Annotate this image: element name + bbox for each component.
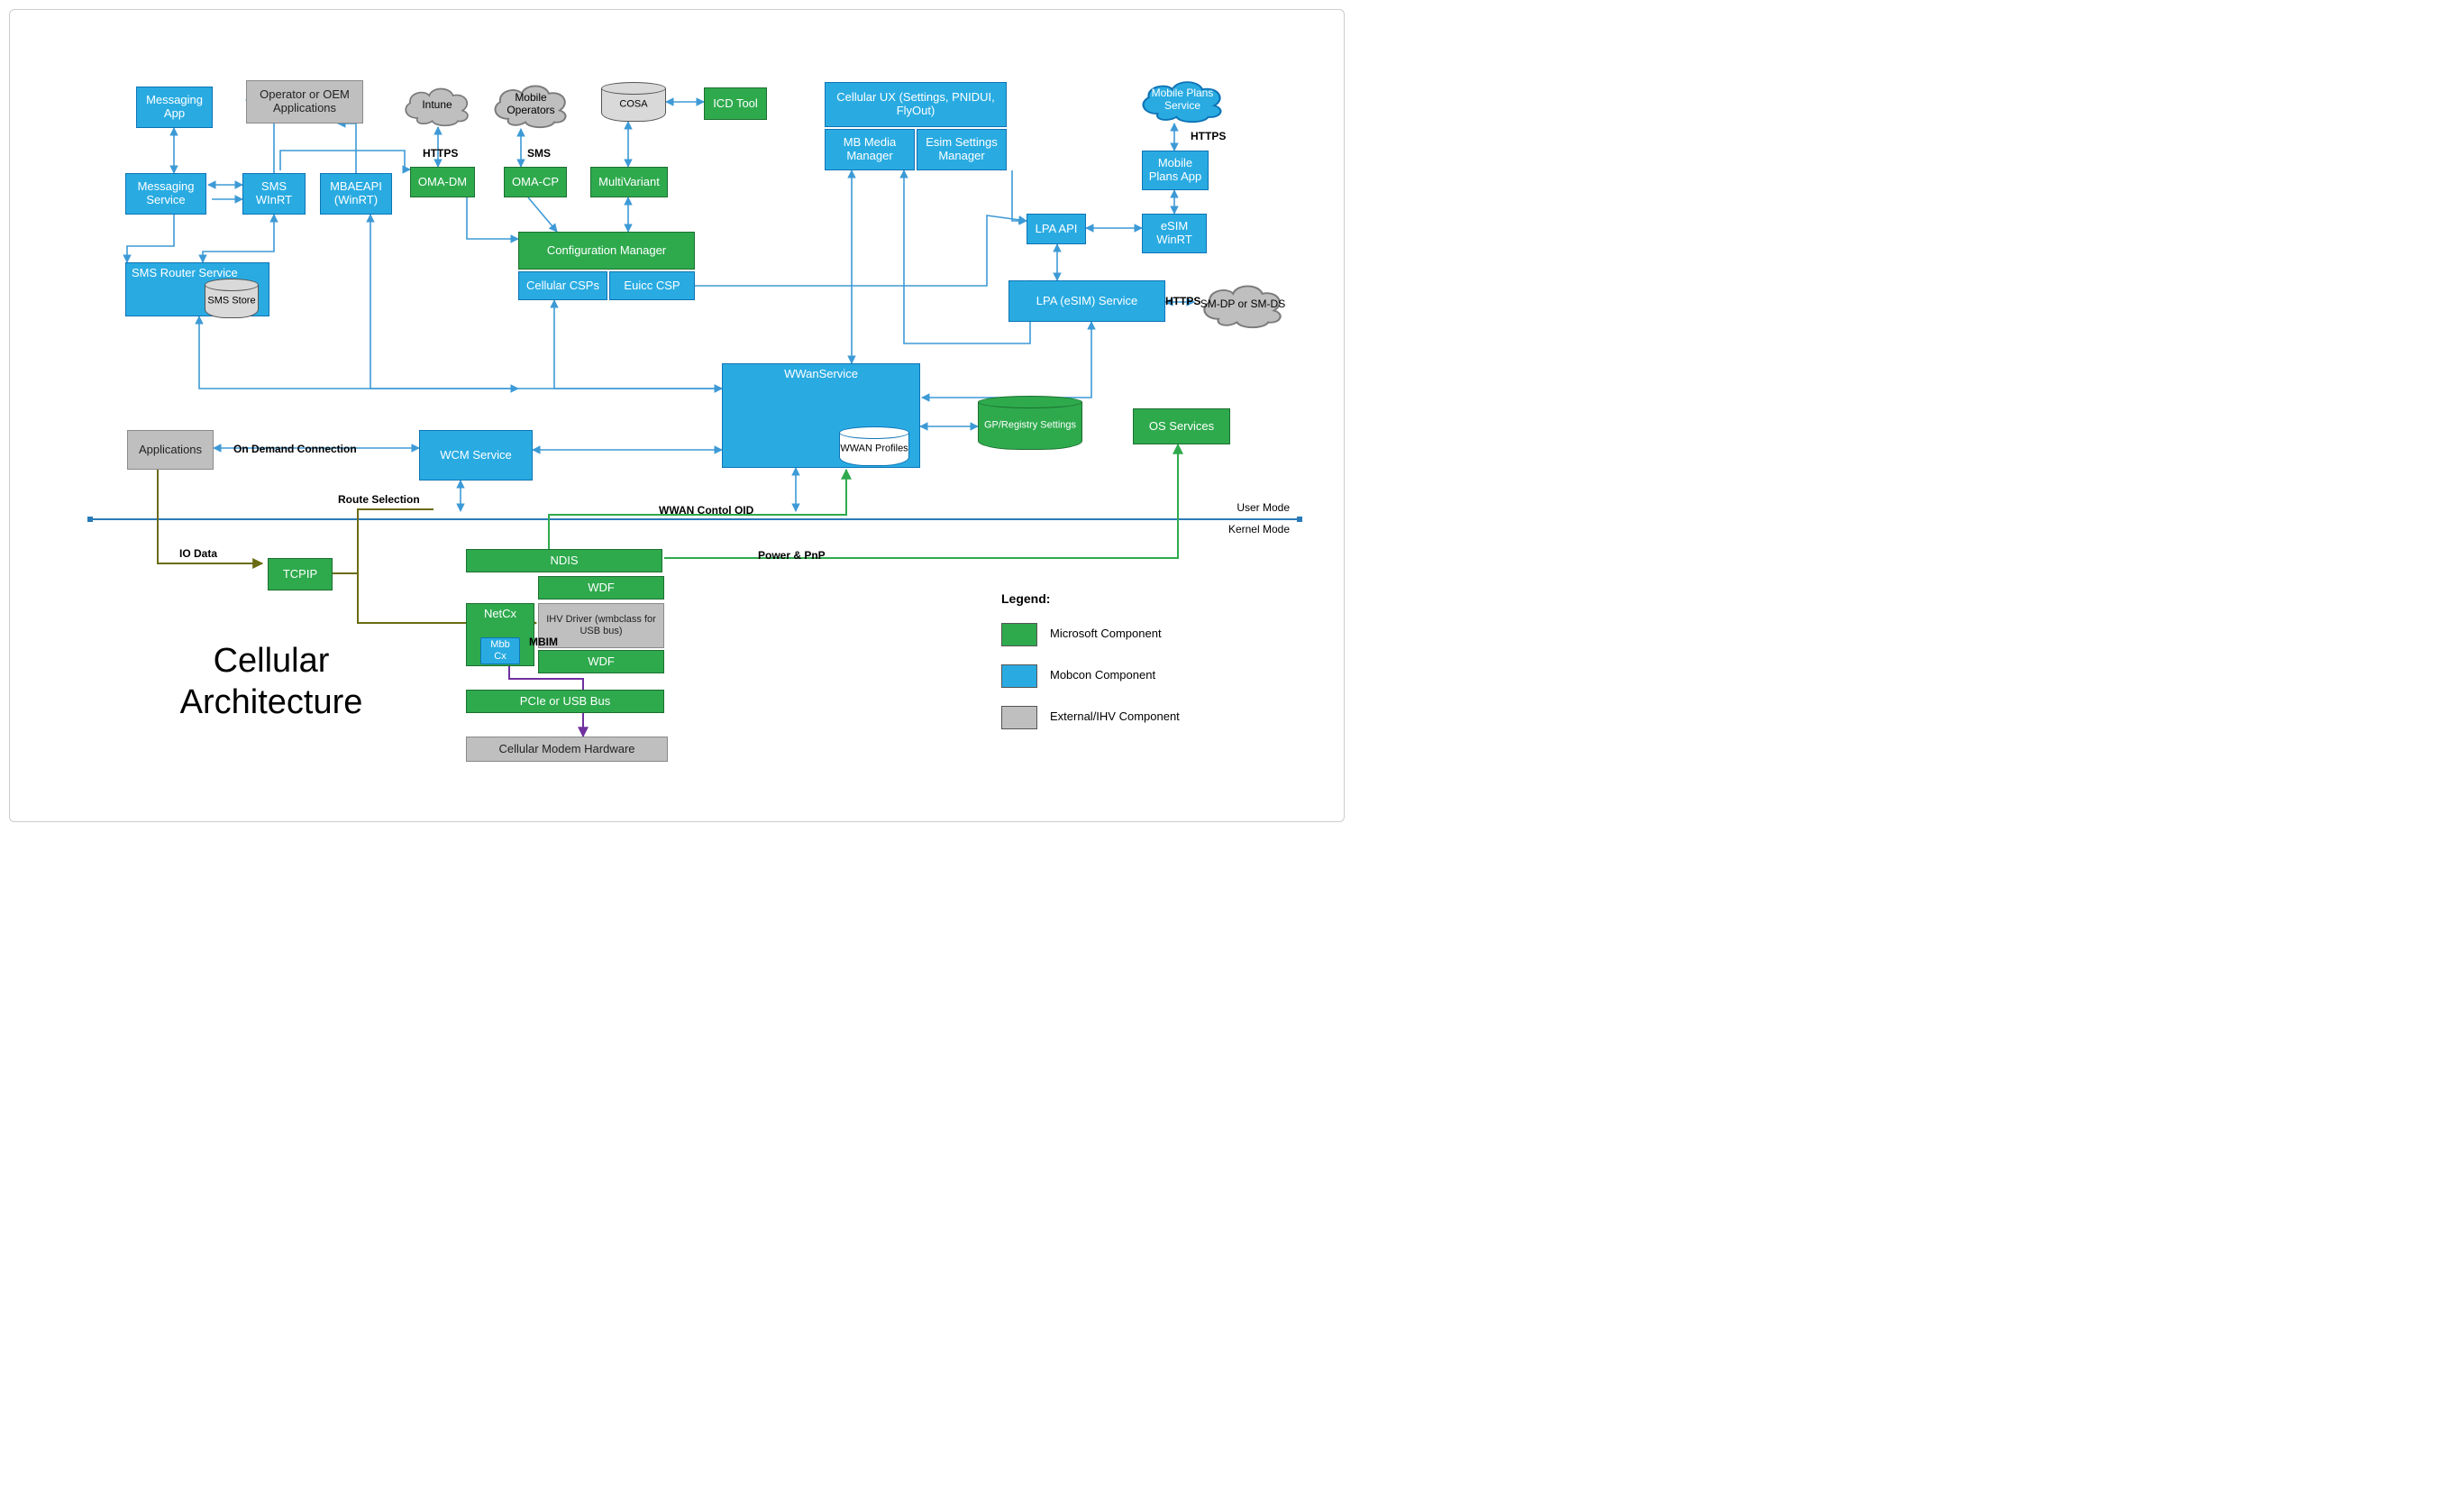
tcpip: TCPIP [268, 558, 333, 590]
mobile_plans_svc: Mobile Plans Service [1133, 75, 1232, 124]
smdp: SM-DP or SM-DS [1194, 279, 1291, 329]
diagram-title-text: CellularArchitecture [180, 642, 363, 721]
legend-swatch-1 [1001, 664, 1037, 688]
edge-label-https1: HTTPS [423, 147, 458, 160]
modem_hw: Cellular Modem Hardware [466, 737, 668, 762]
kernel-mode-label: Kernel Mode [1228, 523, 1290, 535]
os_services: OS Services [1133, 408, 1230, 444]
mb_media: MB Media Manager [825, 129, 915, 170]
mobile_operators-label: Mobile Operators [486, 91, 576, 116]
esim_winrt: eSIM WinRT [1142, 214, 1207, 253]
icd_tool: ICD Tool [704, 87, 767, 120]
edge-label-sms: SMS [527, 147, 551, 160]
mbbcx: Mbb Cx [480, 637, 520, 664]
edge-label-wwan_oid: WWAN Contol OID [659, 504, 753, 517]
applications: Applications [127, 430, 214, 470]
edge-label-power_pnp: Power & PnP [758, 549, 826, 562]
gp_registry-label: GP/Registry Settings [978, 419, 1082, 430]
wcm_service: WCM Service [419, 430, 533, 481]
esim_settings: Esim Settings Manager [917, 129, 1007, 170]
lpa_api: LPA API [1027, 214, 1086, 244]
lpa_service: LPA (eSIM) Service [1008, 280, 1165, 322]
legend-swatch-2 [1001, 706, 1037, 729]
mbaeapi: MBAEAPI (WinRT) [320, 173, 392, 215]
cellular_csps: Cellular CSPs [518, 271, 607, 300]
legend-label-1: Mobcon Component [1050, 668, 1155, 682]
wdf2: WDF [538, 650, 664, 673]
euicc_csp: Euicc CSP [609, 271, 695, 300]
edge-label-mbim: MBIM [529, 636, 558, 648]
wdf1: WDF [538, 576, 664, 599]
edge-label-https2: HTTPS [1191, 130, 1226, 142]
pcie_usb: PCIe or USB Bus [466, 690, 664, 713]
messaging_app: Messaging App [136, 87, 213, 128]
user-mode-label: User Mode [1237, 501, 1290, 514]
diagram-title: CellularArchitecture [136, 641, 406, 723]
ndis: NDIS [466, 549, 662, 572]
wwan_profiles-label: WWAN Profiles [839, 443, 909, 453]
mobile_plans_svc-label: Mobile Plans Service [1133, 87, 1232, 112]
oma_dm: OMA-DM [410, 167, 475, 197]
legend-label-2: External/IHV Component [1050, 709, 1180, 723]
mobile_operators: Mobile Operators [486, 78, 576, 129]
edge-label-on_demand: On Demand Connection [233, 443, 357, 455]
cellular_ux: Cellular UX (Settings, PNIDUI, FlyOut) [825, 82, 1007, 127]
edge-label-route_sel: Route Selection [338, 493, 420, 506]
messaging_service: Messaging Service [125, 173, 206, 215]
legend-swatch-0 [1001, 623, 1037, 646]
operator_oem: Operator or OEM Applications [246, 80, 363, 124]
sms_winrt: SMS WInRT [242, 173, 306, 215]
legend-label-0: Microsoft Component [1050, 627, 1162, 640]
gp_registry: GP/Registry Settings [978, 396, 1082, 450]
cosa: COSA [601, 82, 666, 122]
intune-label: Intune [416, 98, 457, 111]
wwan_profiles: WWAN Profiles [839, 426, 909, 466]
cfg_manager: Configuration Manager [518, 232, 695, 270]
sms_store-label: SMS Store [205, 295, 259, 306]
intune: Intune [397, 82, 477, 127]
cosa-label: COSA [601, 98, 666, 109]
oma_cp: OMA-CP [504, 167, 567, 197]
edge-label-https3: HTTPS [1165, 295, 1200, 307]
legend-title: Legend: [1001, 591, 1050, 606]
sms_store: SMS Store [205, 279, 259, 318]
smdp-label: SM-DP or SM-DS [1195, 297, 1291, 310]
mobile_plans_app: Mobile Plans App [1142, 151, 1209, 190]
multivariant: MultiVariant [590, 167, 668, 197]
diagram-canvas: Messaging App Messaging Service SMS WInRT S… [9, 9, 1345, 822]
edge-label-io_data: IO Data [179, 547, 217, 560]
